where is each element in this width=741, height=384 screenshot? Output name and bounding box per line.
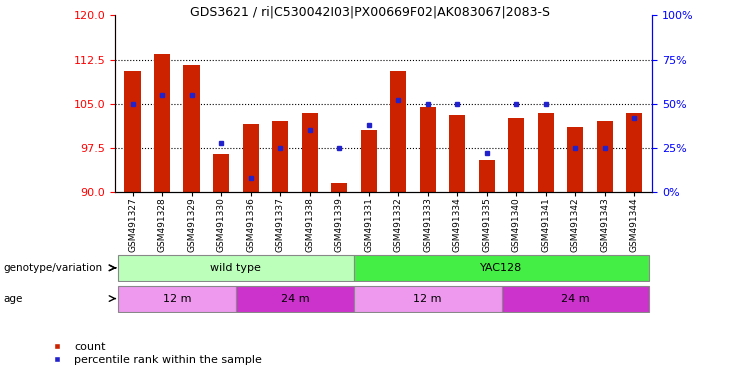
Bar bbox=[419, 107, 436, 192]
Bar bbox=[118, 255, 354, 281]
Bar bbox=[124, 71, 141, 192]
Bar bbox=[502, 286, 649, 311]
Text: GDS3621 / ri|C530042I03|PX00669F02|AK083067|2083-S: GDS3621 / ri|C530042I03|PX00669F02|AK083… bbox=[190, 6, 551, 19]
Bar bbox=[272, 121, 288, 192]
Text: 12 m: 12 m bbox=[413, 293, 442, 304]
Bar bbox=[538, 113, 554, 192]
Legend: count, percentile rank within the sample: count, percentile rank within the sample bbox=[41, 337, 266, 369]
Bar bbox=[449, 116, 465, 192]
Bar bbox=[154, 54, 170, 192]
Bar bbox=[302, 113, 318, 192]
Bar bbox=[242, 124, 259, 192]
Text: wild type: wild type bbox=[210, 263, 262, 273]
Bar bbox=[390, 71, 406, 192]
Bar bbox=[361, 130, 377, 192]
Bar bbox=[213, 154, 229, 192]
Bar bbox=[567, 127, 583, 192]
Bar bbox=[184, 65, 200, 192]
Bar bbox=[626, 113, 642, 192]
Bar bbox=[118, 286, 236, 311]
Text: 24 m: 24 m bbox=[561, 293, 590, 304]
Bar bbox=[597, 121, 613, 192]
Text: 24 m: 24 m bbox=[281, 293, 309, 304]
Text: age: age bbox=[4, 294, 23, 304]
Bar bbox=[479, 160, 495, 192]
Bar bbox=[236, 286, 354, 311]
Bar bbox=[354, 286, 502, 311]
Bar bbox=[354, 255, 649, 281]
Text: genotype/variation: genotype/variation bbox=[4, 263, 103, 273]
Text: YAC128: YAC128 bbox=[480, 263, 522, 273]
Bar bbox=[508, 118, 525, 192]
Text: 12 m: 12 m bbox=[162, 293, 191, 304]
Bar bbox=[331, 183, 348, 192]
